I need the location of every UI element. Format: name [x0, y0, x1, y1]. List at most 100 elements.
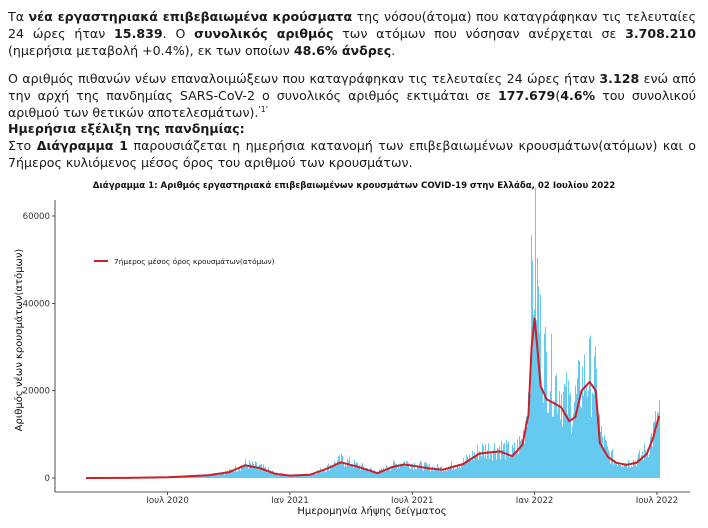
bar	[260, 464, 261, 478]
paragraph-daily-evolution: Ημερήσια εξέλιξη της πανδημίας: Στο Διάγρ…	[8, 120, 696, 172]
bar	[643, 460, 644, 478]
bar	[650, 436, 651, 478]
bar	[286, 475, 287, 478]
bar	[212, 475, 213, 478]
bar	[503, 443, 504, 478]
bar	[587, 396, 588, 478]
x-tick-label: Ιουλ 2022	[636, 496, 678, 506]
bar	[205, 475, 206, 478]
bar	[628, 459, 629, 478]
bar	[334, 460, 335, 478]
bar	[468, 461, 469, 478]
new-cases-value: 15.839	[114, 26, 163, 42]
text: (ημερήσια μεταβολή +0.4%), εκ των οποίων	[8, 43, 294, 59]
bar	[552, 416, 553, 478]
bar	[631, 466, 632, 478]
bar	[380, 469, 381, 478]
legend: 7ήμερος μέσος όρος κρουσμάτων(ατόμων)	[94, 257, 275, 266]
bar	[201, 476, 202, 478]
y-ticks: 0 20000 40000 60000	[23, 212, 55, 484]
moving-average-line	[85, 317, 660, 479]
bar	[408, 463, 409, 478]
bar	[593, 394, 594, 478]
bar	[634, 463, 635, 478]
bar	[617, 465, 618, 478]
bar	[346, 466, 347, 478]
bar	[473, 459, 474, 478]
text: Τα	[8, 9, 29, 24]
bar	[479, 451, 480, 478]
bar	[450, 465, 451, 478]
bold-text: συνολικός αριθμός	[194, 26, 334, 42]
bar	[476, 453, 477, 478]
bar	[443, 470, 444, 478]
bar	[251, 465, 252, 478]
y-axis-title: Αριθμός νέων κρουσμάτων(ατόμων)	[13, 249, 25, 432]
bar	[642, 451, 643, 478]
bar	[293, 475, 294, 478]
bar	[508, 441, 509, 478]
bar	[632, 466, 633, 478]
bar	[366, 468, 367, 478]
bar	[599, 414, 600, 478]
bar	[460, 467, 461, 478]
bar	[372, 470, 373, 478]
bar	[256, 462, 257, 478]
bar	[481, 456, 482, 478]
bar	[234, 472, 235, 478]
bar	[541, 389, 542, 478]
bar	[394, 461, 395, 478]
bar	[330, 465, 331, 478]
bar	[301, 475, 302, 478]
bar	[398, 464, 399, 478]
bar	[501, 440, 502, 478]
bar	[514, 442, 515, 478]
bar	[404, 461, 405, 478]
bar	[412, 464, 413, 478]
bar	[401, 465, 402, 478]
bar	[267, 472, 268, 478]
bar	[589, 337, 590, 478]
bar	[603, 447, 604, 478]
bar	[344, 466, 345, 478]
bar	[521, 438, 522, 478]
y-tick-label: 40000	[23, 299, 50, 309]
bar	[581, 407, 582, 478]
text: (	[555, 88, 561, 104]
bar	[294, 475, 295, 478]
bar	[255, 461, 256, 478]
bar	[414, 462, 415, 478]
bar	[472, 450, 473, 478]
bar	[637, 458, 638, 478]
bar	[191, 476, 192, 478]
bar	[444, 471, 445, 478]
bar	[206, 474, 207, 478]
bar	[190, 476, 191, 478]
bar	[423, 470, 424, 478]
bar	[495, 452, 496, 478]
bar	[546, 351, 547, 478]
bar	[442, 472, 443, 478]
bar	[575, 385, 576, 478]
bar	[390, 470, 391, 478]
bar	[578, 360, 579, 478]
bar	[515, 451, 516, 478]
bar	[601, 425, 602, 478]
bar	[618, 463, 619, 478]
bar	[613, 464, 614, 478]
bar	[266, 469, 267, 478]
bar	[517, 439, 518, 478]
bar	[363, 466, 364, 478]
bar	[657, 412, 658, 478]
bar	[240, 470, 241, 478]
bar	[237, 471, 238, 478]
bar	[233, 470, 234, 478]
section-heading: Ημερήσια εξέλιξη της πανδημίας:	[8, 121, 245, 136]
bar	[487, 450, 488, 478]
bar	[332, 466, 333, 478]
bar	[377, 473, 378, 478]
bar	[645, 450, 646, 478]
text: των ατόμων που νόσησαν ανέρχεται σε	[333, 26, 626, 42]
bar	[554, 401, 555, 478]
bar	[629, 466, 630, 478]
